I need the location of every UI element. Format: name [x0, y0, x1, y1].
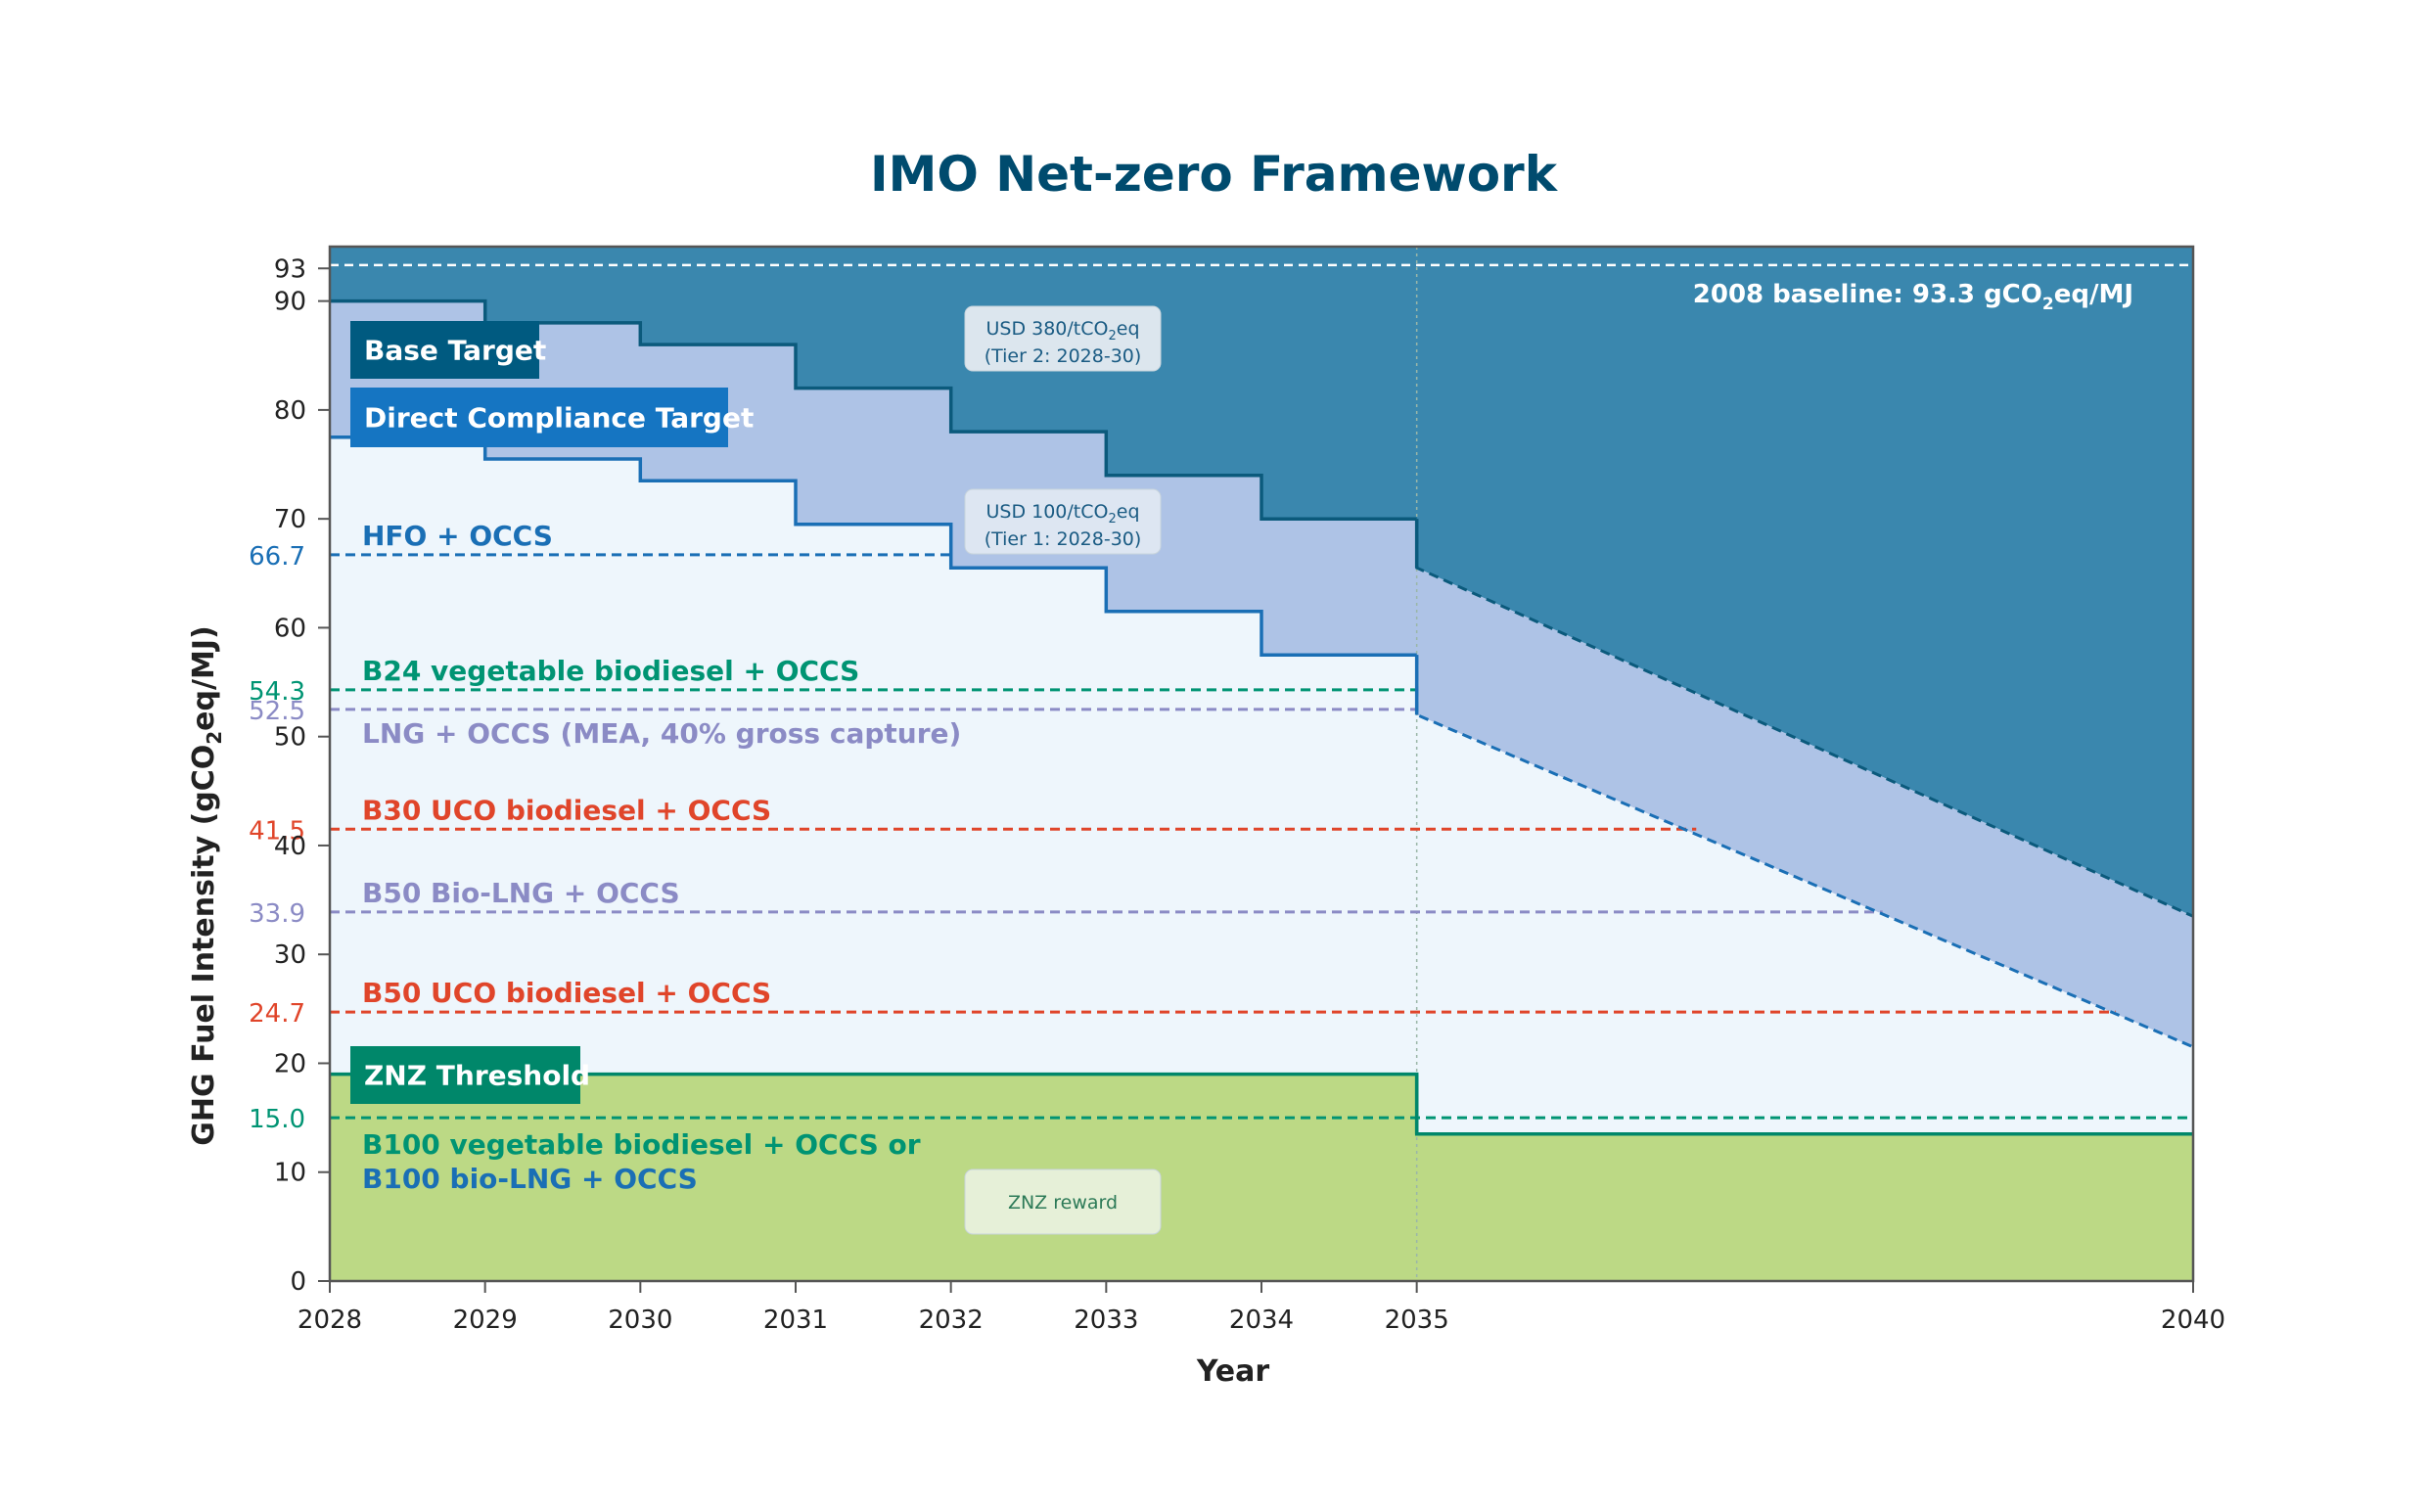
y-tick-label-8: 80 [274, 396, 306, 426]
ref-label-6: B100 vegetable biodiesel + OCCS or [362, 1128, 921, 1161]
y-axis-label-a: GHG Fuel Intensity (gCO [187, 745, 221, 1146]
base-target-box [350, 321, 539, 379]
tier2-price-line2: (Tier 2: 2028-30) [985, 345, 1142, 367]
x-tick-label-5: 2033 [1074, 1306, 1138, 1335]
x-tick-label-0: 2028 [298, 1306, 362, 1335]
ref-value-4: 33.9 [249, 899, 305, 929]
above-base-band [330, 247, 2193, 917]
series-lines [330, 298, 2194, 1136]
ref-value-2: 52.5 [249, 697, 305, 726]
tier1-price-box [964, 488, 1162, 555]
x-tick-label-2: 2030 [608, 1306, 672, 1335]
x-tick-label-3: 2031 [763, 1306, 828, 1335]
znz-reward-box [964, 1168, 1162, 1235]
ref-label-2: LNG + OCCS (MEA, 40% gross capture) [362, 717, 961, 750]
x-tick-label-4: 2032 [919, 1306, 984, 1335]
ref-label-4: B50 Bio-LNG + OCCS [362, 877, 680, 909]
y-tick-label-3: 30 [274, 940, 306, 970]
znz-reward-line1: ZNZ reward [1008, 1192, 1118, 1214]
base-target-label: Base Target [364, 335, 546, 367]
y-tick-label-10: 93 [274, 254, 306, 284]
baseline-label: 2008 baseline: 93.3 gCO2eq/MJ [1693, 280, 2133, 314]
x-tick-label-7: 2035 [1385, 1306, 1449, 1335]
baseline-label-b: eq/MJ [2054, 280, 2133, 309]
x-tick-label-6: 2034 [1229, 1306, 1294, 1335]
x-tick-label-1: 2029 [453, 1306, 518, 1335]
y-tick-label-6: 60 [274, 614, 306, 643]
y-tick-label-7: 70 [274, 505, 306, 534]
znz-area [330, 1074, 2193, 1281]
y-tick-label-9: 90 [274, 288, 306, 317]
direct-compliance-line [330, 435, 1417, 657]
znz-threshold-box [350, 1046, 580, 1104]
direct-compliance-box [350, 388, 728, 447]
y-tick-label-2: 20 [274, 1049, 306, 1078]
ref-value-3: 41.5 [249, 816, 305, 846]
x-tick-label-8: 2040 [2161, 1306, 2225, 1335]
ref-value-0: 66.7 [249, 542, 305, 572]
x-axis-label: Year [1196, 1354, 1270, 1389]
tier2-price-box [964, 305, 1162, 372]
annotation-boxes: Base Target Direct Compliance Target ZNZ T… [350, 305, 1162, 1235]
ref-label-3: B30 UCO biodiesel + OCCS [362, 794, 771, 826]
ref-label-0: HFO + OCCS [362, 520, 553, 552]
baseline-label-a: 2008 baseline: 93.3 gCO [1693, 280, 2042, 309]
ref-label-1: B24 vegetable biodiesel + OCCS [362, 655, 859, 687]
y-axis-label: GHG Fuel Intensity (gCO2eq/MJ) [187, 625, 226, 1145]
ref-value-6: 15.0 [249, 1105, 305, 1134]
y-tick-label-5: 50 [274, 723, 306, 753]
tier1-price-line1: USD 100/tCO2eq [985, 501, 1139, 527]
tier1-price-line2: (Tier 1: 2028-30) [985, 528, 1142, 550]
ref-value-1: 54.3 [249, 677, 305, 707]
znz-threshold-label: ZNZ Threshold [364, 1060, 590, 1092]
ref-value-5: 24.7 [249, 999, 305, 1029]
ref-label-5: B50 UCO biodiesel + OCCS [362, 977, 771, 1009]
y-tick-label-4: 40 [274, 832, 306, 861]
baseline-label-sub: 2 [2042, 295, 2054, 314]
ref-label2-6: B100 bio-LNG + OCCS [362, 1163, 698, 1195]
tier2-price-line1: USD 380/tCO2eq [985, 318, 1139, 344]
y-axis-label-sub: 2 [203, 731, 226, 745]
y-tick-label-1: 10 [274, 1159, 306, 1188]
axes: 2028 2029 2030 2031 2032 2033 2034 2035 20400102… [274, 245, 2225, 1335]
direct-compliance-label: Direct Compliance Target [364, 402, 754, 435]
y-axis-label-b: eq/MJ) [187, 625, 221, 731]
reference-lines: 2008 baseline: 93.3 gCO2eq/MJ 66.7 HFO + O… [249, 263, 2193, 1195]
y-tick-label-0: 0 [290, 1267, 306, 1297]
chart-title: IMO Net-zero Framework [870, 146, 1559, 203]
